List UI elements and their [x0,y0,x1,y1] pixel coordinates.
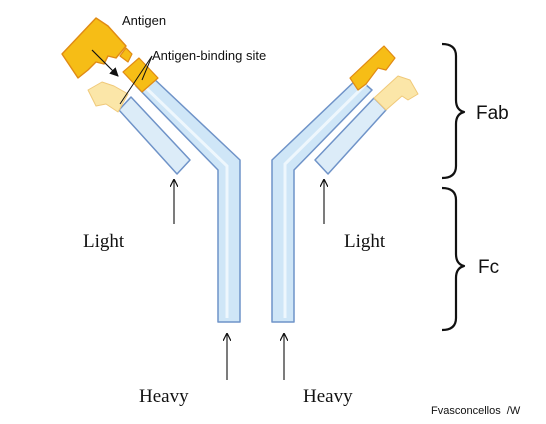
heavy-chain-left-highlight [140,82,229,318]
heavy-left-label: Heavy [139,386,189,407]
credit-text: Fvasconcellos /W [431,405,521,417]
brackets [441,42,466,332]
binding-site-leader-lower [119,55,153,105]
antigen-binding-notch [119,47,133,63]
light-variable-left [87,81,129,113]
light-left-label: Light [83,231,125,252]
fab-label: Fab [476,103,509,124]
antigen-body [61,17,127,79]
light-chain-left [87,81,191,175]
antigen-label: Antigen [122,13,166,28]
light-variable-right [373,75,419,111]
heavy-chain-right [271,45,396,323]
heavy-chain-right-highlight [283,82,368,318]
light-right-label: Light [344,231,386,252]
light-chain-right [314,75,419,175]
antigen-shape [61,17,133,79]
heavy-chain-left-body [135,75,241,323]
heavy-variable-right [349,45,396,91]
fc-label: Fc [478,257,499,278]
heavy-chain-right-body [271,77,373,323]
heavy-variable-left [122,57,159,93]
binding-site-leader-upper [141,55,153,81]
light-chain-left-body [118,96,191,175]
antigen-binding-site-label: Antigen-binding site [152,48,266,63]
antigen-arrow [91,49,119,77]
fc-bracket [441,186,466,332]
heavy-right-label: Heavy [303,386,353,407]
heavy-chain-left [122,57,241,323]
fab-bracket [441,42,466,180]
annotation-lines [91,49,324,380]
